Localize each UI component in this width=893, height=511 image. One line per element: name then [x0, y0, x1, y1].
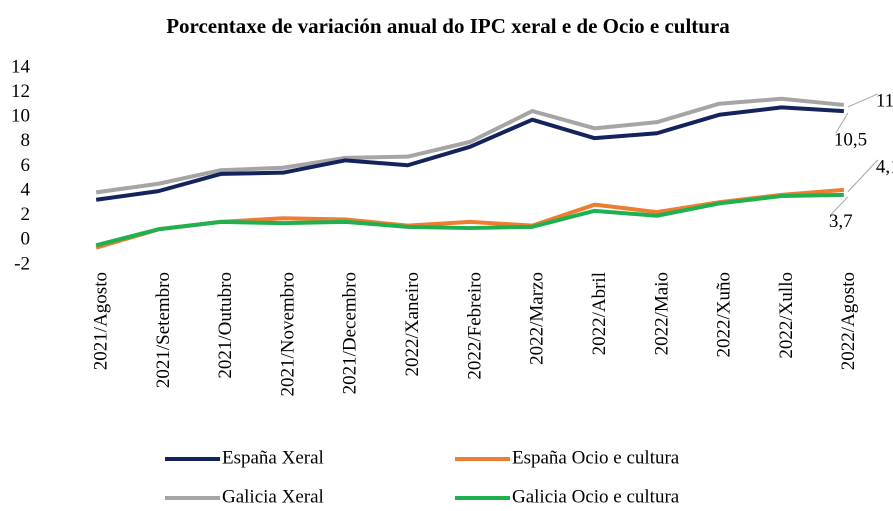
x-tick-label: 2021/Novembro: [277, 272, 298, 397]
y-tick-label: 6: [21, 155, 31, 176]
chart-title: Porcentaxe de variación anual do IPC xer…: [166, 14, 730, 38]
data-label: 4,1: [876, 156, 893, 177]
y-tick-label: 0: [21, 229, 31, 250]
x-tick-label: 2022/Xuño: [714, 272, 735, 358]
x-tick-label: 2022/Xullo: [776, 272, 797, 359]
leader-line: [847, 159, 879, 193]
x-tick-label: 2021/Decembro: [340, 272, 361, 394]
data-label: 3,7: [829, 211, 853, 232]
data-label: 11: [876, 90, 893, 111]
x-tick-label: 2021/Setembro: [153, 272, 174, 388]
x-tick-label: 2022/Abril: [589, 272, 610, 355]
y-tick-label: 4: [21, 179, 31, 200]
y-tick-label: 14: [11, 56, 31, 77]
line: [95, 105, 844, 202]
x-tick-label: 2022/Xaneiro: [402, 272, 423, 376]
x-tick-label: 2021/Agosto: [91, 272, 112, 370]
leader-line: [835, 112, 849, 134]
x-tick-label: 2022/Febreiro: [464, 272, 485, 380]
legend-label: España Xeral: [222, 447, 324, 468]
leader-line: [847, 93, 879, 108]
line: [95, 187, 845, 250]
line: [95, 192, 844, 248]
legend-label: España Ocio e cultura: [512, 447, 680, 468]
legend-label: Galicia Ocio e cultura: [512, 486, 680, 507]
y-tick-label: 12: [11, 81, 30, 102]
y-tick-label: 8: [21, 130, 31, 151]
line: [95, 96, 845, 195]
x-tick-label: 2021/Outubro: [215, 272, 236, 379]
x-tick-label: 2022/Marzo: [527, 272, 548, 365]
leader-line: [830, 196, 849, 216]
y-tick-label: 2: [21, 204, 31, 225]
x-tick-label: 2022/Maio: [651, 272, 672, 355]
y-tick-label: 10: [11, 106, 30, 127]
data-label: 10,5: [834, 129, 867, 150]
y-tick-label: -2: [14, 253, 30, 274]
x-tick-label: 2022/Agosto: [838, 272, 859, 370]
legend-label: Galicia Xeral: [222, 486, 324, 507]
